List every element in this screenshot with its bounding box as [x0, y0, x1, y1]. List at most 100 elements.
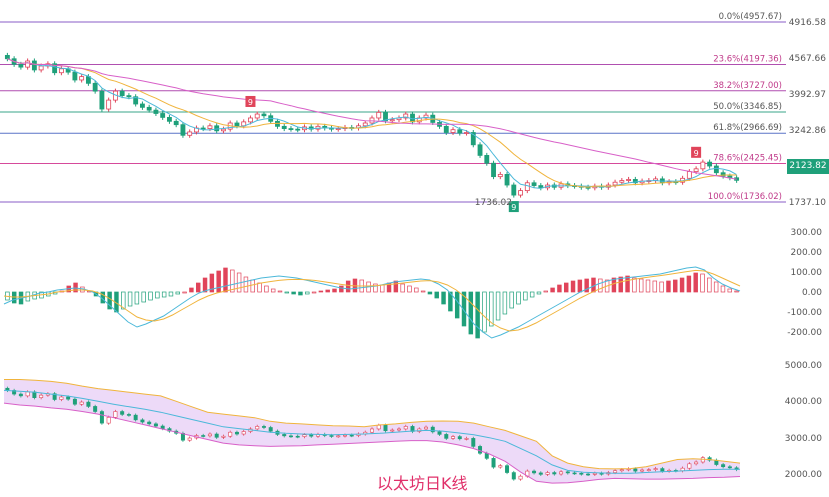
macd-histogram-bar [250, 279, 255, 293]
macd-histogram-bar [482, 291, 487, 333]
macd-histogram-bar [625, 275, 630, 293]
macd-histogram-bar [441, 291, 446, 305]
fib-label: 100.0%(1736.02) [708, 192, 782, 202]
candle-body [79, 76, 85, 81]
macd-dif-line [3, 266, 741, 339]
bollinger-mid-line [3, 389, 740, 474]
candle-body [491, 162, 496, 178]
macd-histogram-bar [373, 283, 378, 293]
macd-histogram-bar [305, 291, 310, 295]
macd-histogram-bar [270, 288, 276, 293]
fib-label: 61.8%(2966.69) [713, 123, 782, 133]
boll-candle-body [241, 431, 246, 435]
boll-candle-body [370, 428, 374, 433]
macd-histogram-bar [420, 290, 426, 293]
candle-body [146, 106, 152, 111]
boll-candle-body [187, 437, 192, 441]
candle-body [18, 63, 24, 68]
boll-candle-body [106, 417, 111, 424]
macd-histogram-bar [529, 291, 535, 298]
boll-candle-body [349, 434, 354, 437]
candle-body [383, 111, 388, 122]
macd-histogram-bar [345, 280, 351, 293]
boll-candle-body [613, 470, 618, 473]
candle-body [72, 71, 78, 81]
candle-body [403, 113, 409, 119]
y-tick-label: 4916.58 [789, 18, 826, 28]
macd-histogram-bar [182, 291, 187, 294]
macd-y-tick-label: 200.00 [791, 248, 823, 258]
candle-body [126, 95, 132, 98]
candle-body [524, 182, 530, 192]
bollinger-lower-line [3, 402, 741, 484]
macd-histogram-bar [107, 291, 112, 310]
macd-histogram-bar [223, 267, 228, 293]
boll-y-tick-label: 4000.00 [785, 397, 822, 407]
candle-body [511, 184, 517, 196]
macd-histogram-bar [489, 291, 494, 327]
boll-candle-body [397, 428, 401, 431]
candle-body [538, 185, 544, 189]
macd-histogram-bar [673, 279, 678, 293]
boll-candle-body [255, 426, 260, 430]
ma-mid-line [7, 58, 737, 188]
candle-body [58, 68, 64, 74]
boll-candle-body [79, 401, 84, 405]
macd-histogram-bar [202, 277, 208, 293]
macd-histogram-bar [632, 277, 637, 293]
macd-histogram-bar [257, 282, 262, 293]
candle-body [106, 99, 112, 110]
macd-histogram-bar [155, 291, 160, 299]
boll-candle-body [640, 469, 645, 472]
candle-body [4, 54, 10, 60]
boll-candle-body [302, 434, 307, 437]
boll-candle-body [572, 472, 577, 475]
macd-histogram-bar [659, 281, 664, 293]
macd-histogram-bar [393, 280, 399, 293]
boll-y-tick-label: 3000.00 [785, 434, 822, 444]
boll-candle-body [511, 472, 516, 480]
boll-candle-body [295, 435, 300, 438]
td-marker-label: 9 [694, 149, 699, 158]
ma-slow-line [7, 58, 737, 180]
macd-histogram-bar [427, 291, 433, 295]
macd-histogram-bar [400, 283, 405, 293]
macd-histogram-bar [175, 291, 181, 295]
macd-histogram-bar [707, 277, 712, 293]
candle-body [25, 60, 31, 68]
candle-body [173, 120, 179, 126]
candle-body [720, 172, 726, 177]
boll-candle-body [390, 429, 395, 432]
boll-candle-body [126, 414, 131, 416]
candle-body [133, 96, 139, 105]
candle-body [214, 125, 220, 132]
macd-histogram-bar [209, 273, 215, 293]
boll-candle-body [207, 433, 212, 437]
macd-y-tick-label: 300.00 [791, 228, 823, 238]
candle-body [99, 90, 105, 110]
boll-candle-body [234, 431, 239, 435]
macd-histogram-bar [523, 291, 528, 301]
boll-candle-body [160, 425, 165, 429]
candle-body [443, 125, 449, 133]
candle-body [221, 128, 226, 132]
boll-candle-body [93, 406, 98, 412]
candle-body [139, 103, 145, 108]
boll-candle-body [221, 435, 226, 438]
macd-histogram-bar [291, 291, 296, 295]
boll-candle-body [660, 468, 665, 472]
chart-caption: 以太坊日K线 [377, 474, 468, 493]
td-marker-box [691, 146, 702, 158]
candle-body [92, 82, 98, 92]
boll-candle-body [437, 431, 442, 435]
macd-histogram-bar [570, 280, 576, 293]
candle-body [700, 161, 706, 170]
candle-body [234, 122, 240, 127]
boll-candle-body [444, 434, 449, 439]
boll-candle-body [545, 472, 550, 475]
candle-body [180, 124, 186, 136]
candle-body [612, 181, 618, 186]
boll-candle-body [559, 471, 564, 475]
boll-candle-body [228, 431, 233, 437]
